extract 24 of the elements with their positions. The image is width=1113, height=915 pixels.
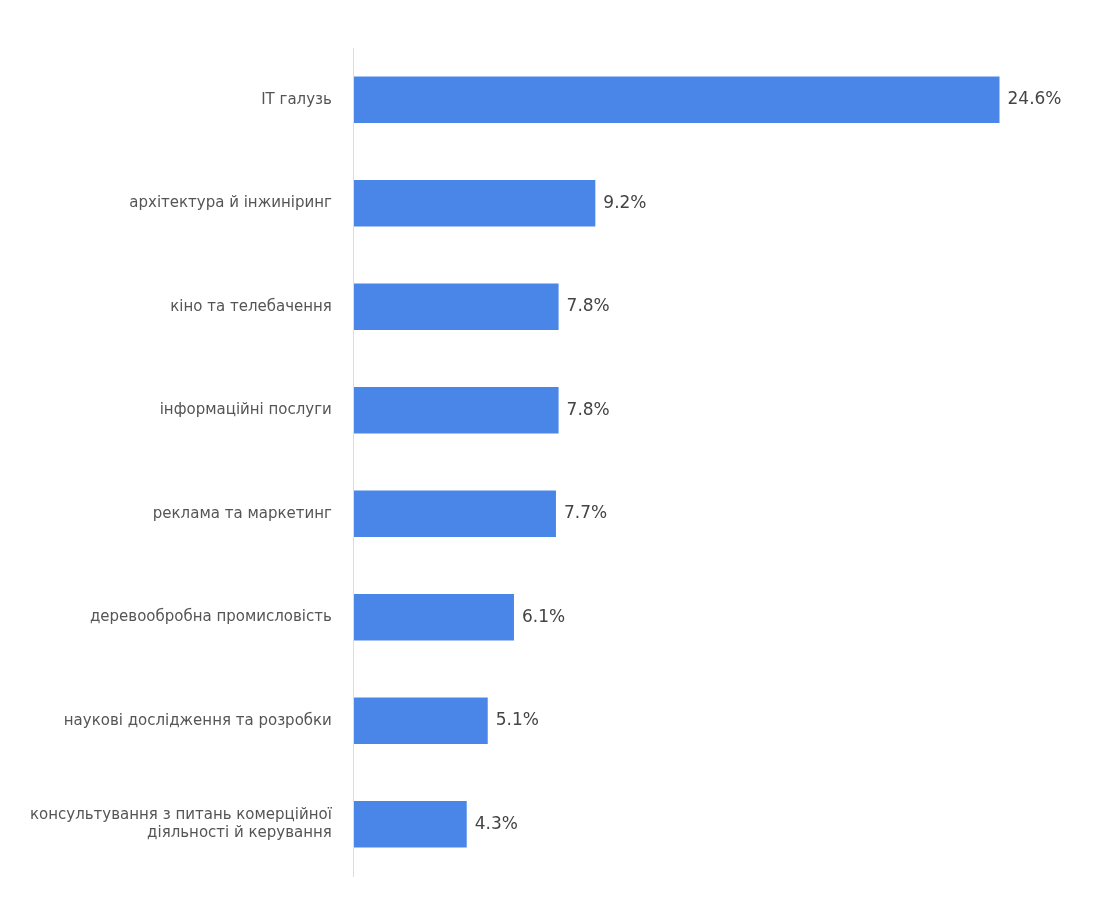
y-tick-label: наукові дослідження та розробки: [63, 710, 332, 729]
bar: [353, 283, 559, 331]
y-tick-label: інформаційні послуги: [159, 400, 332, 419]
y-tick-label: IT галузь: [261, 89, 332, 108]
data-label: 5.1%: [495, 709, 539, 730]
data-label: 4.3%: [474, 812, 518, 833]
bar: [353, 697, 488, 745]
bar: [353, 76, 1000, 124]
data-label: 6.1%: [521, 605, 566, 626]
data-label: 9.2%: [603, 191, 647, 212]
data-label: 7.7%: [563, 502, 608, 523]
bar: [353, 490, 556, 538]
y-tick-label: кіно та телебачення: [170, 296, 332, 315]
bar: [353, 179, 596, 227]
y-tick-label: консультування з питань комерційної діяльності й керування: [30, 805, 333, 842]
y-tick-label: архітектура й інжиніринг: [129, 193, 332, 212]
bar: [353, 593, 514, 641]
y-tick-label: реклама та маркетинг: [152, 503, 332, 522]
bar: [353, 386, 559, 434]
data-label: 24.6%: [1007, 88, 1062, 109]
bar: [353, 800, 467, 848]
data-label: 7.8%: [566, 295, 610, 316]
data-label: 7.8%: [566, 398, 610, 419]
y-tick-label: деревообробна промисловість: [89, 607, 332, 626]
